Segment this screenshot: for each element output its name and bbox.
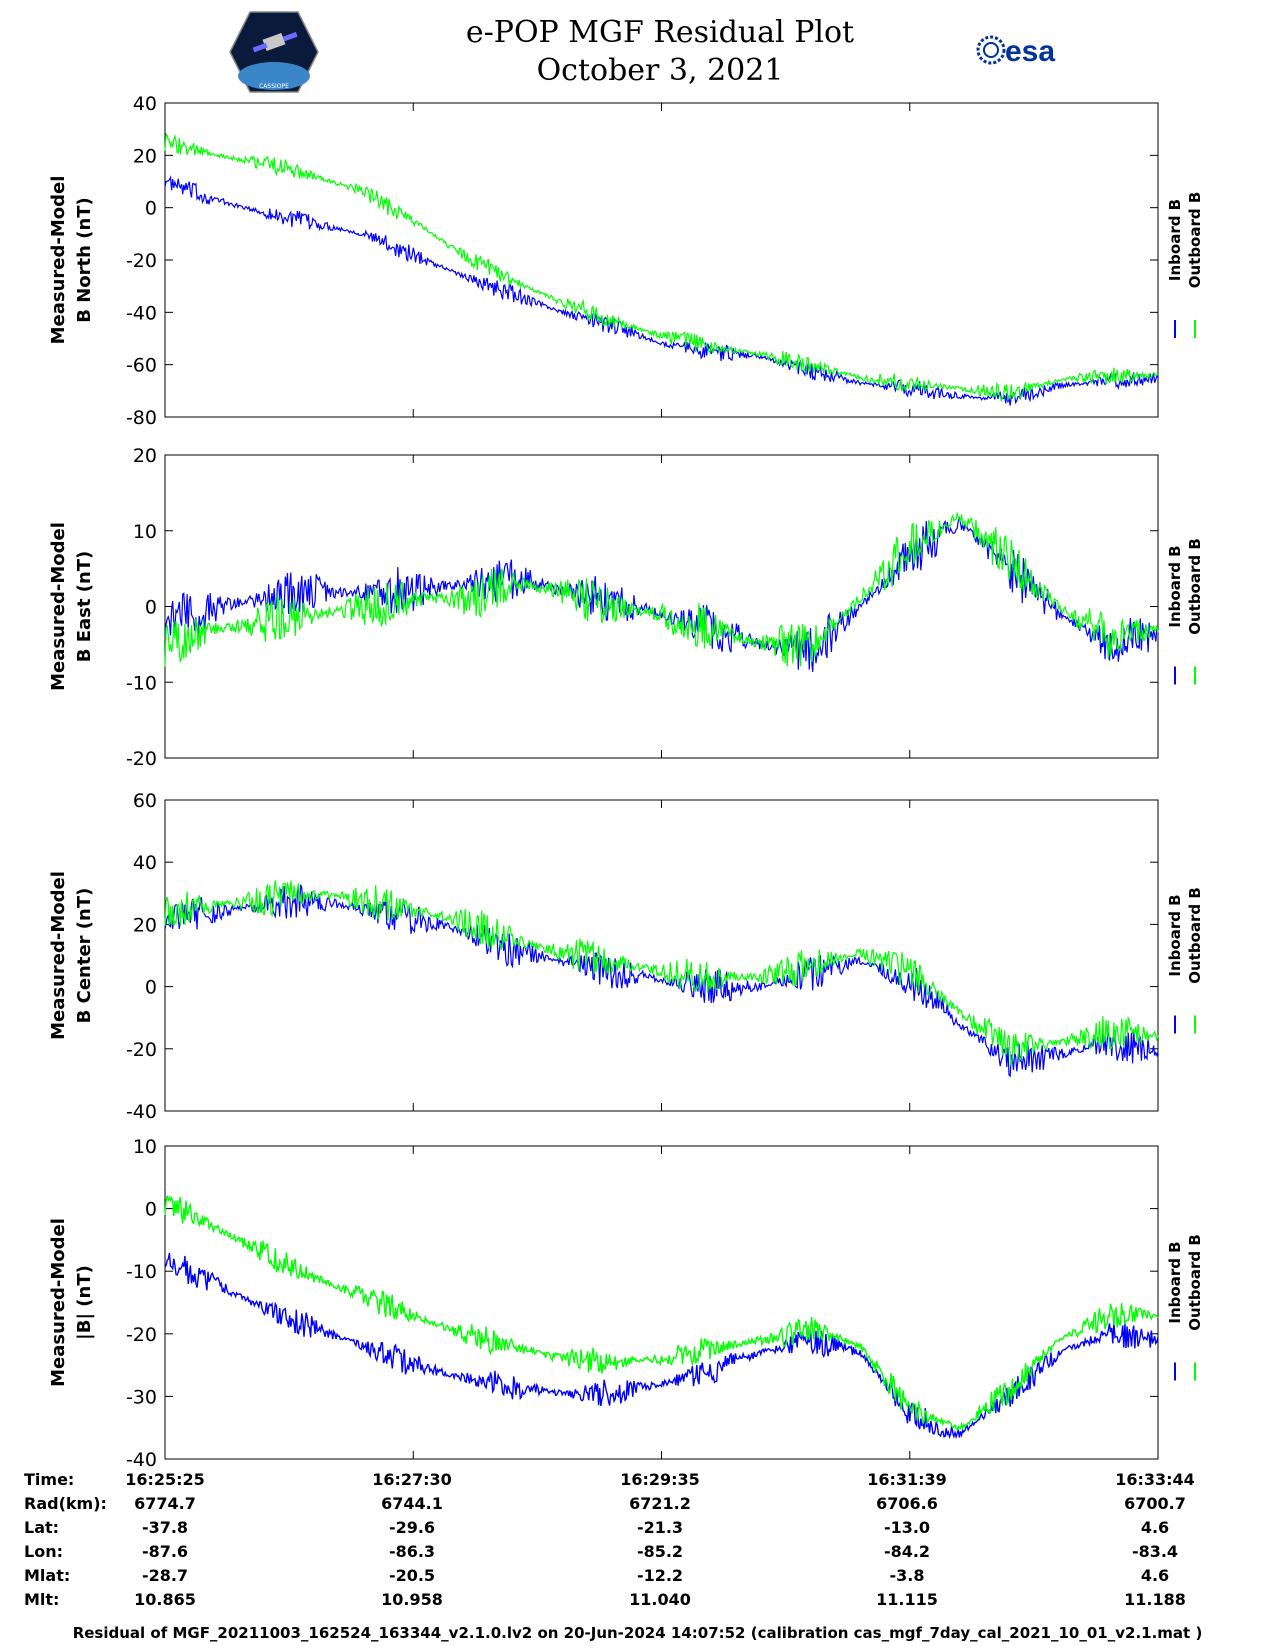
table-cell: 10.958 [381,1590,443,1609]
y-tick-label: -20 [126,250,157,272]
y-axis-label: Measured-Model [48,522,69,691]
table-cell: 6744.1 [381,1494,443,1513]
table-cell: 6774.7 [134,1494,196,1513]
y-tick-label: -40 [126,1449,157,1471]
legend-label: Outboard B [1186,192,1204,289]
table-cell: -20.5 [388,1566,436,1585]
y-tick-label: 40 [133,852,157,874]
table-cell: 16:29:35 [620,1470,700,1489]
legend-label: Inboard B [1166,894,1184,976]
title-block: e-POP MGF Residual Plot October 3, 2021 [380,14,940,90]
legend-label: Inboard B [1166,545,1184,627]
y-axis-label: B East (nT) [74,551,95,663]
y-axis-label: Measured-Model [48,176,69,345]
legend-label: Inboard B [1166,1241,1184,1323]
table-cell: -86.3 [388,1542,436,1561]
table-cell: 16:31:39 [867,1470,947,1489]
table-cell: 11.115 [876,1590,938,1609]
table-row-label: Lon: [24,1542,63,1561]
table-cell: 10.865 [134,1590,196,1609]
y-tick-label: 20 [133,145,157,167]
table-cell: -3.8 [889,1566,925,1585]
y-axis-label: |B| (nT) [74,1265,95,1340]
table-cell: -87.6 [141,1542,189,1561]
series-inboard-b [164,1252,1159,1440]
y-axis-label: B North (nT) [74,197,95,323]
y-tick-label: 20 [133,445,157,467]
y-tick-label: -10 [126,672,157,694]
y-tick-label: 0 [145,977,157,999]
y-tick-label: -20 [126,1324,157,1346]
plot-frame [164,102,1159,418]
legend-label: Outboard B [1186,1234,1204,1331]
y-tick-label: 10 [133,1136,157,1158]
legend-label: Inboard B [1166,199,1184,281]
table-cell: 4.6 [1140,1566,1170,1585]
y-tick-label: -30 [126,1386,157,1408]
table-cell: -85.2 [636,1542,684,1561]
plot-frame [164,1145,1159,1460]
table-row-label: Time: [24,1470,75,1489]
esa-logo: esa [975,30,1065,74]
table-cell: -28.7 [141,1566,189,1585]
y-axis-label: B Center (nT) [74,888,95,1024]
cassiope-logo: CASSIOPE [228,10,320,98]
table-cell: 6706.6 [876,1494,938,1513]
chart-date: October 3, 2021 [536,53,784,88]
esa-logo-text: esa [1005,35,1055,68]
legend-label: Outboard B [1186,887,1204,984]
table-row-label: Mlat: [24,1566,71,1585]
table-row-label: Lat: [24,1518,60,1537]
table-cell: 4.6 [1140,1518,1170,1537]
y-tick-label: -40 [126,302,157,324]
y-tick-label: -80 [126,407,157,429]
table-cell: -83.4 [1131,1542,1179,1561]
table-cell: 6721.2 [629,1494,691,1513]
legend-label: Outboard B [1186,538,1204,635]
table-cell: -13.0 [883,1518,931,1537]
table-cell: -12.2 [636,1566,684,1585]
y-tick-label: -20 [126,1039,157,1061]
chart-title: e-POP MGF Residual Plot [465,15,855,50]
table-cell: -84.2 [883,1542,931,1561]
series-outboard-b [164,1195,1159,1431]
table-cell: 16:25:25 [125,1470,205,1489]
table-cell: 11.040 [629,1590,691,1609]
cassiope-logo-text: CASSIOPE [259,83,289,90]
series-inboard-b [164,175,1159,406]
series-outboard-b [164,511,1159,667]
y-tick-label: -20 [126,748,157,770]
table-cell: 16:33:44 [1115,1470,1195,1489]
table-cell: -29.6 [388,1518,436,1537]
table-cell: 11.188 [1124,1590,1186,1609]
y-tick-label: 0 [145,198,157,220]
y-tick-label: 0 [145,597,157,619]
table-cell: 6700.7 [1124,1494,1186,1513]
y-tick-label: 40 [133,93,157,115]
table-cell: 16:27:30 [372,1470,452,1489]
series-inboard-b [164,516,1159,672]
y-tick-label: 60 [133,790,157,812]
footer-caption: Residual of MGF_20211003_162524_163344_v… [72,1624,1203,1642]
table-cell: -21.3 [636,1518,684,1537]
y-tick-label: 0 [145,1199,157,1221]
table-row-label: Rad(km): [24,1494,107,1513]
y-axis-label: Measured-Model [48,1218,69,1387]
table-cell: -37.8 [141,1518,189,1537]
y-tick-label: -40 [126,1101,157,1123]
y-axis-label: Measured-Model [48,871,69,1040]
y-tick-label: 10 [133,521,157,543]
series-outboard-b [164,880,1159,1067]
y-tick-label: -10 [126,1261,157,1283]
table-row-label: Mlt: [24,1590,60,1609]
y-tick-label: 20 [133,914,157,936]
series-inboard-b [164,884,1159,1078]
series-outboard-b [164,132,1159,403]
y-tick-label: -60 [126,355,157,377]
